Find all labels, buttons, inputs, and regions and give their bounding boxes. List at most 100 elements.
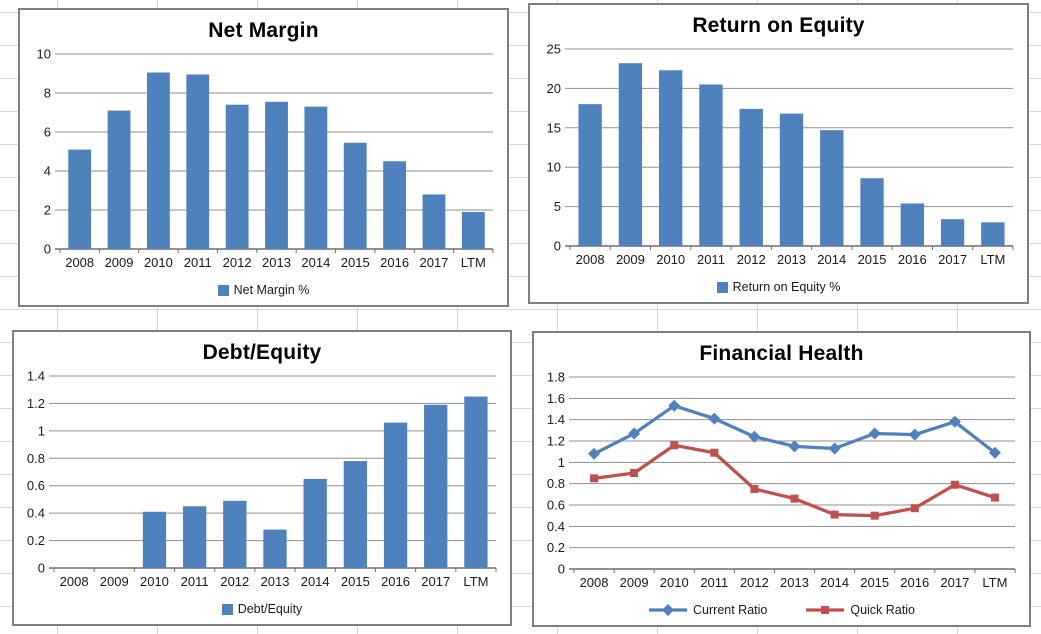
series-marker-diamond (988, 446, 1001, 459)
y-tick-label: 1.4 (27, 369, 45, 384)
bar (142, 511, 167, 568)
bar (186, 74, 210, 249)
x-category-label: 2015 (860, 575, 889, 590)
y-tick-label: 20 (547, 81, 561, 96)
bar (820, 130, 844, 246)
x-category-label: 2012 (220, 574, 249, 589)
y-tick-label: 0.4 (547, 519, 565, 534)
y-tick-label: 0 (44, 242, 51, 257)
series-marker-square (710, 448, 719, 457)
x-category-label: 2008 (65, 255, 94, 270)
x-category-label: 2016 (380, 255, 409, 270)
y-tick-label: 0.8 (547, 476, 565, 491)
x-category-label: LTM (463, 574, 488, 589)
bar (263, 529, 287, 568)
x-category-label: LTM (980, 252, 1005, 267)
x-category-label: 2011 (700, 575, 728, 590)
bar (461, 211, 485, 249)
y-tick-label: 0.4 (27, 506, 45, 521)
x-category-label: 2014 (301, 574, 330, 589)
x-category-label: 2013 (777, 252, 806, 267)
series-marker-square (590, 474, 599, 483)
x-category-label: 2010 (144, 255, 173, 270)
legend-swatch-icon (716, 281, 728, 293)
y-tick-label: 0.2 (547, 540, 565, 555)
legend-line-sample-icon (806, 606, 845, 614)
legend-swatch-icon (217, 284, 229, 296)
y-tick-label: 1 (558, 455, 565, 470)
x-category-label: 2014 (301, 255, 330, 270)
y-tick-label: 0 (558, 562, 565, 577)
bar (424, 404, 448, 568)
debt-equity-plot-area: 0 0.2 0.4 0.6 0.8 1 1.2 1.4 2008 2009 2010 2011 2012… (27, 369, 497, 589)
chart-panel-return-on-equity[interactable]: Return on Equity 0 5 10 15 20 25 2008 2009 2010 2… (528, 3, 1029, 304)
series-marker-diamond (708, 412, 721, 425)
chart-legend: Current Ratio Quick Ratio (534, 595, 1029, 625)
y-tick-label: 0 (38, 561, 45, 576)
x-category-label: 2015 (341, 574, 370, 589)
series-marker-square (870, 511, 879, 520)
legend-swatch-icon (221, 603, 233, 615)
bar (659, 70, 683, 246)
y-tick-label: 2 (44, 203, 51, 218)
x-category-label: 2011 (181, 574, 209, 589)
financial-health-plot-area: 0 0.2 0.4 0.6 0.8 1 1.2 1.4 1.6 1.8 2008 2009 2010 20… (547, 370, 1016, 590)
chart-panel-debt-equity[interactable]: Debt/Equity 0 0.2 0.4 0.6 0.8 1 1.2 1.4 2008 2009… (12, 330, 512, 626)
bar (422, 194, 446, 249)
chart-title: Net Margin (208, 19, 319, 42)
chart-title: Return on Equity (692, 14, 865, 37)
x-category-label: 2009 (100, 574, 129, 589)
series-marker-square (910, 504, 919, 513)
bar (343, 142, 367, 249)
series-marker-diamond (788, 440, 801, 453)
bar (146, 72, 170, 250)
x-category-label: 2013 (780, 575, 809, 590)
series-marker-square (630, 469, 639, 477)
chart-title: Debt/Equity (202, 341, 322, 364)
series-marker-square (790, 494, 799, 503)
y-tick-label: 6 (44, 125, 51, 140)
bar (578, 104, 602, 246)
legend-label: Debt/Equity (237, 602, 303, 616)
y-tick-label: 0.6 (547, 498, 565, 513)
x-category-label: 2009 (105, 255, 134, 270)
legend-label: Return on Equity % (732, 280, 841, 294)
y-tick-label: 1.2 (27, 396, 45, 411)
bar (304, 106, 328, 250)
x-category-label: 2009 (620, 575, 649, 590)
legend-item: Debt/Equity (221, 602, 303, 616)
series-marker-diamond (908, 428, 921, 441)
x-category-label: 2016 (898, 252, 927, 267)
bar (739, 108, 763, 246)
bar (343, 461, 368, 568)
y-tick-label: 1 (38, 423, 45, 438)
bar (225, 104, 249, 249)
x-category-label: 2017 (940, 575, 969, 590)
series-marker-diamond (868, 427, 881, 440)
series-marker-square (670, 441, 679, 450)
chart-legend: Net Margin % (20, 275, 507, 305)
bar (779, 113, 804, 246)
legend-item: Current Ratio (648, 603, 767, 617)
x-category-label: 2014 (817, 252, 846, 267)
series-marker-diamond (628, 427, 641, 440)
x-category-label: 2008 (60, 574, 89, 589)
series-marker-diamond (668, 399, 681, 412)
bar (265, 101, 288, 250)
x-category-label: 2010 (656, 252, 685, 267)
x-category-label: 2011 (697, 252, 725, 267)
x-category-label: 2016 (900, 575, 929, 590)
x-category-label: 2008 (580, 575, 609, 590)
bar (303, 478, 327, 568)
return-on-equity-plot-area: 0 5 10 15 20 25 2008 2009 2010 2011 2012 2013 2014 20… (547, 42, 1014, 267)
bar (940, 219, 965, 246)
bar (860, 178, 884, 246)
chart-panel-net-margin[interactable]: Net Margin 0 2 4 6 8 10 2008 2009 2010 2011 2012 20… (18, 8, 509, 307)
legend-label: Net Margin % (233, 283, 310, 297)
x-category-label: 2011 (184, 255, 212, 270)
bar (383, 422, 408, 568)
chart-panel-financial-health[interactable]: Financial Health 0 0.2 0.4 0.6 0.8 1 1.2 1.4 1.6… (532, 331, 1031, 627)
series-marker-diamond (948, 415, 961, 428)
series-marker-square (950, 480, 959, 489)
y-tick-label: 1.4 (547, 412, 565, 427)
